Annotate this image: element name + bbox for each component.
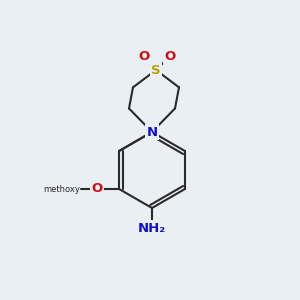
- Text: NH₂: NH₂: [138, 221, 166, 235]
- Text: O: O: [138, 50, 150, 62]
- Text: N: N: [146, 125, 158, 139]
- Text: methoxy: methoxy: [43, 184, 80, 194]
- Text: O: O: [164, 50, 175, 62]
- Text: S: S: [151, 64, 161, 76]
- Text: O: O: [92, 182, 103, 196]
